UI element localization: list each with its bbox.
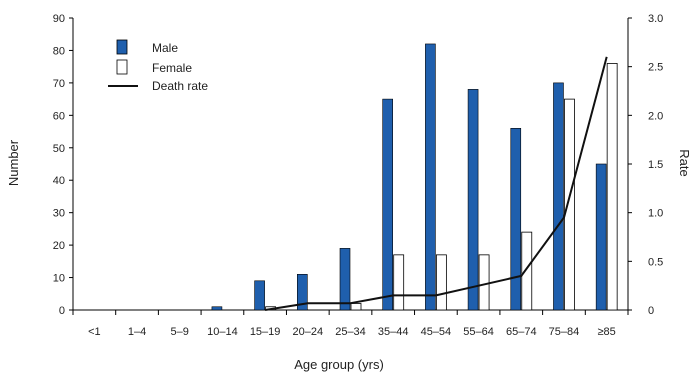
- bar-female: [478, 254, 490, 311]
- x-tick-label: 55–64: [463, 326, 494, 338]
- bar-male: [510, 128, 522, 311]
- y-tick-label: 40: [53, 175, 65, 187]
- y2-tick-label: 0.5: [648, 256, 663, 268]
- y-tick-label: 10: [53, 273, 65, 285]
- x-tick-label: 35–44: [378, 326, 409, 338]
- bar-male: [467, 89, 479, 311]
- y2-tick-label: 2.5: [648, 62, 663, 74]
- x-tick-label: 65–74: [506, 326, 537, 338]
- bar-male: [211, 306, 223, 311]
- x-axis-title: Age group (yrs): [294, 357, 384, 372]
- bar-female: [393, 254, 405, 311]
- x-tick-label: 1–4: [128, 326, 146, 338]
- y-tick-label: 90: [53, 13, 65, 25]
- bar-male: [553, 82, 564, 311]
- bar-female: [521, 231, 533, 311]
- y-tick-label: 80: [53, 45, 65, 57]
- legend-swatch-female: [116, 59, 128, 75]
- legend-label-male: Male: [152, 41, 178, 55]
- y2-tick-label: 1.5: [648, 159, 663, 171]
- death-rate-line-group: [264, 56, 608, 311]
- y-tick-label: 0: [59, 305, 65, 317]
- y-tick-label: 20: [53, 240, 65, 252]
- x-tick-label: 75–84: [549, 326, 580, 338]
- legend: Male Female Death rate: [108, 39, 208, 93]
- y-axis-title: Number: [6, 139, 21, 186]
- y2-axis-title: Rate: [677, 149, 692, 176]
- legend-label-death-rate: Death rate: [152, 79, 208, 93]
- y2-tick-label: 1.0: [648, 208, 663, 220]
- x-tick-label: <1: [88, 326, 101, 338]
- bar-male: [425, 43, 436, 311]
- bar-female: [606, 63, 618, 311]
- bar-male: [339, 248, 351, 311]
- bar-male: [382, 98, 393, 311]
- y-tick-label: 60: [53, 110, 65, 122]
- x-tick-label: 10–14: [207, 326, 238, 338]
- x-tick-label: ≥85: [598, 326, 616, 338]
- bar-male: [254, 280, 265, 311]
- bars: [211, 43, 618, 311]
- legend-label-female: Female: [152, 61, 192, 75]
- y2-tick-label: 3.0: [648, 13, 663, 25]
- y-tick-label: 50: [53, 143, 65, 155]
- y-tick-label: 70: [53, 78, 65, 90]
- x-tick-label: 25–34: [335, 326, 366, 338]
- bar-male: [595, 163, 607, 311]
- y-tick-label: 30: [53, 208, 65, 220]
- x-tick-label: 45–54: [421, 326, 452, 338]
- bar-female: [564, 98, 575, 311]
- bar-female: [350, 303, 362, 311]
- x-tick-label: 15–19: [250, 326, 281, 338]
- bar-male: [297, 274, 308, 311]
- ticks: 0 10 20 30 40 50 60 70 80 90 0 0.5 1.0 1.5 2.0 2.5 3.0 <1…: [53, 13, 664, 338]
- y2-tick-label: 0: [648, 305, 654, 317]
- legend-swatch-male: [116, 39, 128, 55]
- bar-female: [435, 254, 447, 311]
- x-tick-label: 5–9: [171, 326, 189, 338]
- x-tick-label: 20–24: [293, 326, 324, 338]
- y2-tick-label: 2.0: [648, 110, 663, 122]
